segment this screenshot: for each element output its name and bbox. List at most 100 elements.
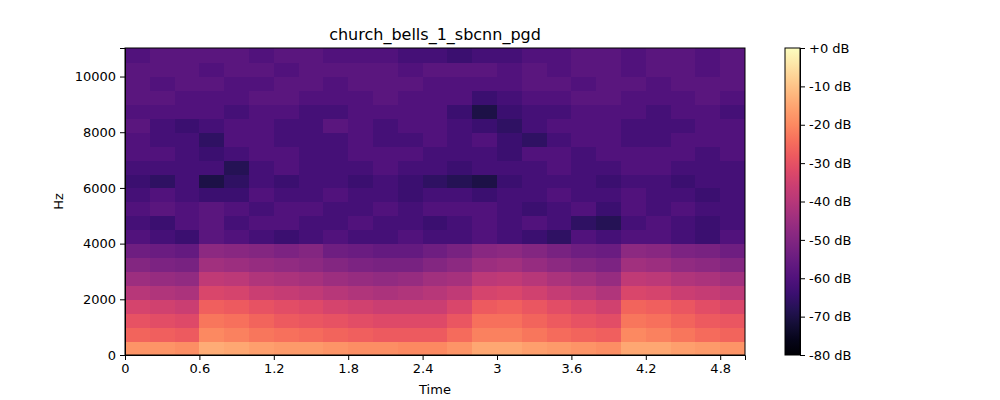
tick-label: 4000 — [83, 236, 116, 251]
plot-frame — [125, 48, 745, 355]
tick-mark — [800, 317, 805, 318]
cell — [571, 285, 596, 299]
cell — [348, 299, 373, 313]
cell — [447, 341, 472, 355]
cell — [596, 118, 621, 132]
cell — [348, 146, 373, 160]
cell — [695, 327, 720, 341]
cell — [671, 104, 696, 118]
cell — [547, 118, 572, 132]
cell — [274, 48, 299, 63]
cell — [323, 230, 348, 244]
cell — [621, 230, 646, 244]
tick: -30 dB — [800, 156, 852, 171]
cell — [150, 118, 175, 132]
cell — [646, 202, 671, 216]
cell — [373, 118, 398, 132]
cell — [497, 285, 522, 299]
cell — [373, 244, 398, 258]
cell — [423, 188, 448, 202]
cell — [695, 202, 720, 216]
cell — [472, 48, 497, 63]
cell — [621, 90, 646, 104]
cell — [497, 327, 522, 341]
cell — [472, 271, 497, 285]
cell — [571, 313, 596, 327]
cell — [547, 216, 572, 230]
cell — [671, 63, 696, 77]
cell — [596, 77, 621, 91]
tick-mark — [423, 355, 424, 360]
cell — [125, 146, 150, 160]
cell — [150, 230, 175, 244]
tick-mark — [120, 77, 125, 78]
cell — [199, 258, 224, 272]
cell — [373, 327, 398, 341]
cell — [447, 299, 472, 313]
cell — [646, 258, 671, 272]
cell — [249, 244, 274, 258]
cell — [199, 299, 224, 313]
cell — [447, 188, 472, 202]
cell — [646, 132, 671, 146]
cell — [323, 285, 348, 299]
cell — [175, 230, 200, 244]
cell — [199, 146, 224, 160]
tick: -40 dB — [800, 194, 852, 209]
cell — [299, 63, 324, 77]
cell — [547, 174, 572, 188]
cell — [175, 188, 200, 202]
cell — [224, 132, 249, 146]
cell — [695, 160, 720, 174]
cell — [447, 271, 472, 285]
cell — [249, 160, 274, 174]
cell — [621, 160, 646, 174]
cell — [547, 188, 572, 202]
cell — [175, 160, 200, 174]
tick: 6000 — [83, 181, 125, 196]
tick: -20 dB — [800, 117, 852, 132]
cell — [497, 202, 522, 216]
cell — [547, 327, 572, 341]
cell — [150, 271, 175, 285]
cell — [125, 188, 150, 202]
cell — [274, 244, 299, 258]
cell — [671, 258, 696, 272]
x-axis: 00.61.21.82.433.64.24.8 — [121, 355, 745, 376]
cell — [472, 230, 497, 244]
cell — [621, 216, 646, 230]
cell — [497, 90, 522, 104]
cell — [671, 271, 696, 285]
cell — [720, 341, 745, 355]
tick: 2000 — [83, 292, 125, 307]
cell — [596, 285, 621, 299]
cell — [695, 285, 720, 299]
cell — [671, 160, 696, 174]
tick: 3.6 — [562, 355, 583, 376]
cell — [497, 258, 522, 272]
tick: +0 dB — [800, 41, 849, 56]
cell — [695, 132, 720, 146]
cell — [323, 341, 348, 355]
cell — [497, 48, 522, 63]
cell — [547, 285, 572, 299]
cell — [373, 104, 398, 118]
cell — [621, 285, 646, 299]
cell — [596, 160, 621, 174]
tick: -80 dB — [800, 348, 852, 363]
cell — [373, 174, 398, 188]
cell — [125, 174, 150, 188]
cell — [125, 132, 150, 146]
y-axis-title: Hz — [51, 193, 66, 210]
cell — [373, 285, 398, 299]
tick-label: -60 dB — [809, 271, 852, 286]
cell — [695, 48, 720, 63]
cell — [249, 271, 274, 285]
cell — [671, 48, 696, 63]
cell — [199, 48, 224, 63]
tick-label: 0 — [108, 348, 116, 363]
cell — [274, 258, 299, 272]
cell — [348, 285, 373, 299]
cell — [348, 271, 373, 285]
cell — [571, 90, 596, 104]
